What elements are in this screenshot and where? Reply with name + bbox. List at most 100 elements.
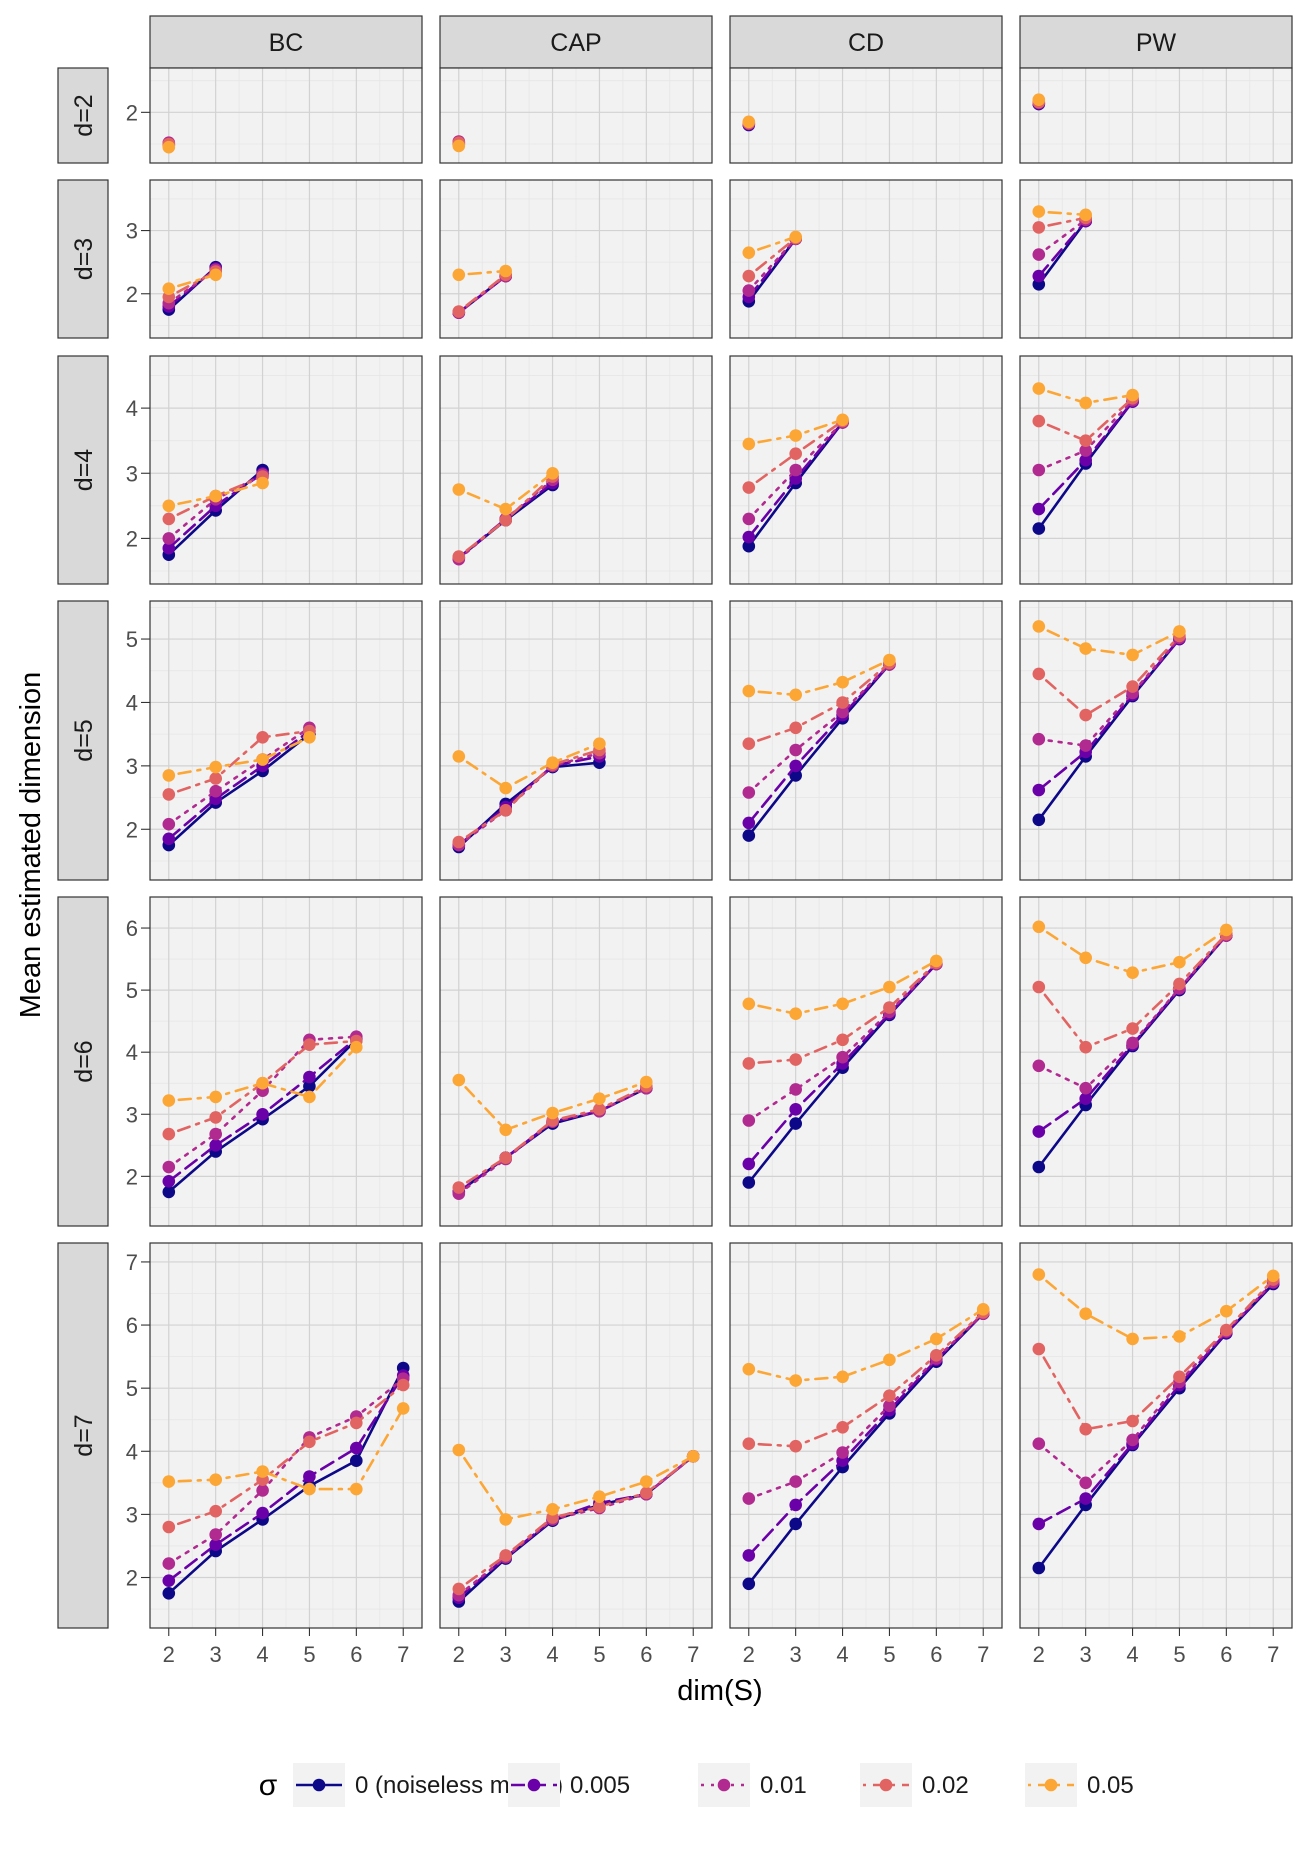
data-point-0-05 [640,1475,653,1488]
data-point-0-01 [883,1399,896,1413]
data-point-0-02 [883,1389,896,1402]
data-point-0-05 [209,489,222,503]
data-point-0-005 [1032,1517,1046,1531]
panel-d-3-pw [1019,179,1293,339]
data-point-0-05 [976,1303,990,1316]
panel-border [439,355,713,585]
data-point-0-05 [546,1106,559,1120]
data-point-0-05 [1079,396,1092,410]
series-line-0-05 [1037,625,1181,657]
series-line-0-01 [747,1312,985,1500]
series-line-0-01 [167,1377,405,1565]
data-point-0-05 [499,1123,512,1137]
data-point-0-noiseless-model [162,1587,176,1600]
series-line-0-005 [747,663,891,825]
y-tick-label: 2 [126,526,138,551]
y-tick-label: 3 [126,1502,138,1527]
data-point-0-05 [836,997,849,1011]
data-point-0-noiseless-model [1032,522,1046,535]
series-line-0-01 [457,1086,648,1195]
data-point-0-02 [209,1504,222,1518]
y-tick-label: 4 [126,690,138,715]
data-point-0-02 [1032,414,1046,428]
data-point-0-005 [789,1498,802,1512]
data-point-0-01 [256,1484,269,1497]
data-point-0-noiseless-model [303,1080,316,1093]
data-point-0-05 [789,230,802,244]
data-point-0-005 [1032,502,1046,516]
data-point-0-05 [742,684,756,698]
series-line-0-05 [1037,210,1087,217]
facet-strip-d-7 [57,1242,109,1629]
data-point-0-05 [452,139,466,153]
data-point-0-05 [256,476,269,490]
data-point-0-02 [789,1053,802,1066]
data-point-0-01 [789,743,802,757]
data-point-0-01 [1032,732,1046,746]
data-point-0-005 [209,1139,222,1152]
data-point-0-005 [1032,1125,1046,1138]
facet-strip-d-4 [57,355,109,585]
data-point-0-02 [836,696,849,709]
panel-border [729,1242,1003,1629]
data-point-0-01 [789,1475,802,1488]
panel-d-6-bc [149,896,423,1227]
panel-d-5-pw [1019,600,1293,881]
panel-border [1019,67,1293,164]
panel-d-4-pw [1019,355,1293,585]
data-point-0-005 [303,1470,316,1483]
data-point-0-005 [162,541,176,555]
series-line-0-02 [457,273,508,313]
data-point-0-05 [452,483,466,496]
x-tick-label: 5 [883,1642,895,1667]
data-point-0-02 [593,1103,606,1116]
panel-d-7-pw [1019,1242,1293,1629]
panel-border [439,896,713,1227]
data-point-0-05 [1266,1269,1280,1283]
panel-border [149,179,423,339]
data-point-0-005 [1032,269,1046,283]
series-line-0-02 [747,236,798,278]
data-point-0-noiseless-model [789,1517,802,1531]
data-point-0-02 [593,1500,606,1514]
data-point-0-05 [1126,648,1139,662]
data-point-0-005 [256,1506,269,1520]
series-line-0-01 [1037,218,1087,256]
data-point-0-005 [1032,783,1046,797]
series-line-0-005 [167,1374,405,1582]
y-tick-label: 2 [126,100,138,125]
data-point-0-02 [499,1549,512,1562]
data-point-0-02 [836,1421,849,1434]
data-point-0-05 [686,1450,700,1463]
series-line-0-02 [747,1311,985,1448]
data-point-0-02 [452,1582,466,1596]
data-point-0-02 [1220,1323,1233,1337]
y-tick-label: 5 [126,627,138,652]
y-tick-label: 2 [126,817,138,842]
x-tick-label: 3 [500,1642,512,1667]
panel-border [1019,1242,1293,1629]
x-tick-label: 2 [1033,1642,1045,1667]
y-tick-label: 6 [126,916,138,941]
data-point-0-02 [499,513,512,527]
data-point-0-005 [303,1070,316,1084]
series-line-0-05 [167,1407,405,1491]
y-tick-label: 3 [126,1102,138,1127]
data-point-0-05 [836,413,849,427]
x-tick-label: 4 [1126,1642,1138,1667]
data-point-0-05 [1220,923,1233,937]
facet-row-label-d-2: d=2 [70,94,98,136]
series-line-0-01 [747,663,891,794]
data-point-0-01 [836,1050,849,1064]
data-point-0-05 [1173,955,1186,969]
data-point-0-05 [499,264,512,278]
data-point-0-05 [452,1073,466,1087]
legend-item-0-01: 0.01 [698,1763,807,1807]
facet-column-label-cd: CD [848,29,884,57]
panel-d-2-cap [439,67,713,164]
data-point-0-02 [1126,680,1139,693]
panel-border [1019,179,1293,339]
legend: σ 0 (noiseless model) 0.005 0.01 0.02 0.05 [259,1763,1134,1807]
data-point-0-01 [789,1083,802,1096]
